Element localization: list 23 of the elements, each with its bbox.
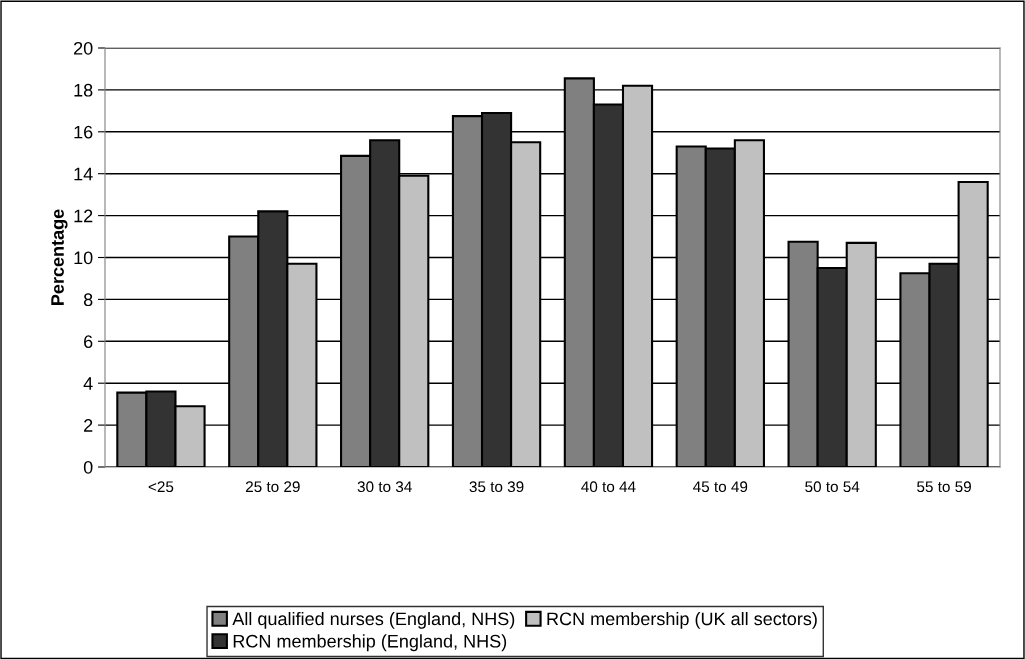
x-tick-label: 35 to 39 <box>469 481 524 493</box>
x-tick-label: 45 to 49 <box>693 481 748 493</box>
y-axis-title: Percentage <box>51 209 68 305</box>
y-tick-label: 10 <box>74 251 93 265</box>
y-tick-label: 20 <box>74 41 93 55</box>
y-tick-label: 2 <box>84 419 93 432</box>
x-tick-label: 30 to 34 <box>357 481 412 493</box>
y-tick-label: 6 <box>84 335 93 349</box>
y-tick-label: 18 <box>74 83 93 97</box>
y-tick-label: 4 <box>83 377 93 390</box>
y-tick-label: 8 <box>83 293 93 307</box>
y-tick-label: 16 <box>74 125 93 139</box>
y-tick-label: 14 <box>74 167 93 181</box>
x-tick-label: 55 to 59 <box>917 481 971 493</box>
x-tick-label: <25 <box>148 481 174 493</box>
x-tick-label: 50 to 54 <box>805 481 860 493</box>
legend-label: RCN membership (England, NHS) <box>233 634 507 652</box>
y-tick-label: 0 <box>83 460 93 474</box>
x-tick-label: 25 to 29 <box>245 481 300 493</box>
y-tick-label: 12 <box>74 209 93 223</box>
legend-label: RCN membership (UK all sectors) <box>547 611 817 629</box>
legend-label: All qualified nurses (England, NHS) <box>232 611 515 629</box>
x-tick-label: 40 to 44 <box>581 481 636 493</box>
